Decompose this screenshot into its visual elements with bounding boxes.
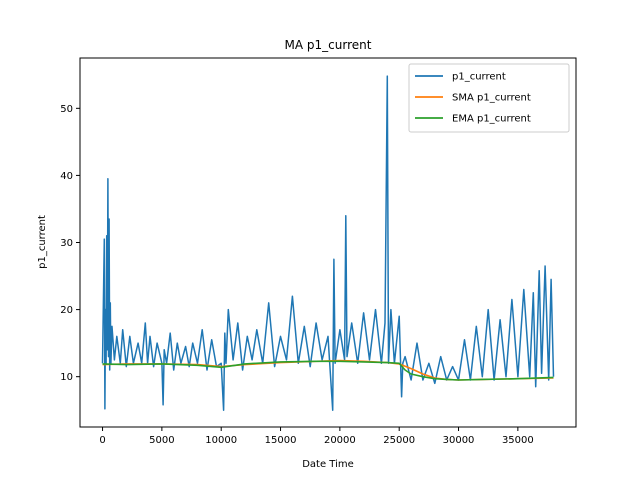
legend-entry-ema-p1-current: EMA p1_current [452, 114, 531, 125]
y-tick-label: 40 [60, 171, 73, 182]
legend-entry-p1-current: p1_current [452, 72, 506, 83]
legend: p1_current SMA p1_current EMA p1_current [408, 63, 570, 133]
x-tick-label: 0 [99, 435, 105, 446]
x-tick-label: 25000 [383, 435, 415, 446]
x-tick-label: 30000 [443, 435, 475, 446]
series-line-ema-p1-current [102, 360, 554, 381]
legend-box [408, 63, 570, 133]
x-tick-label: 35000 [502, 435, 534, 446]
x-tick-label: 20000 [324, 435, 356, 446]
y-tick-label: 10 [60, 372, 73, 383]
y-tick-label: 20 [60, 305, 73, 316]
chart-title: MA p1_current [285, 38, 372, 52]
legend-entry-sma-p1-current: SMA p1_current [452, 93, 531, 104]
x-axis-ticks: 0 5000 10000 15000 20000 25000 30000 35000 [99, 427, 534, 446]
series-layer [101, 75, 555, 411]
x-axis-label: Date Time [302, 459, 354, 470]
series-line-p1-current [101, 75, 555, 411]
y-tick-label: 50 [60, 104, 73, 115]
x-tick-label: 5000 [149, 435, 174, 446]
x-tick-label: 10000 [205, 435, 237, 446]
y-tick-label: 30 [60, 238, 73, 249]
y-axis-ticks: 10 20 30 40 50 [60, 104, 80, 383]
y-axis-label: p1_current [37, 215, 48, 269]
x-tick-label: 15000 [265, 435, 297, 446]
